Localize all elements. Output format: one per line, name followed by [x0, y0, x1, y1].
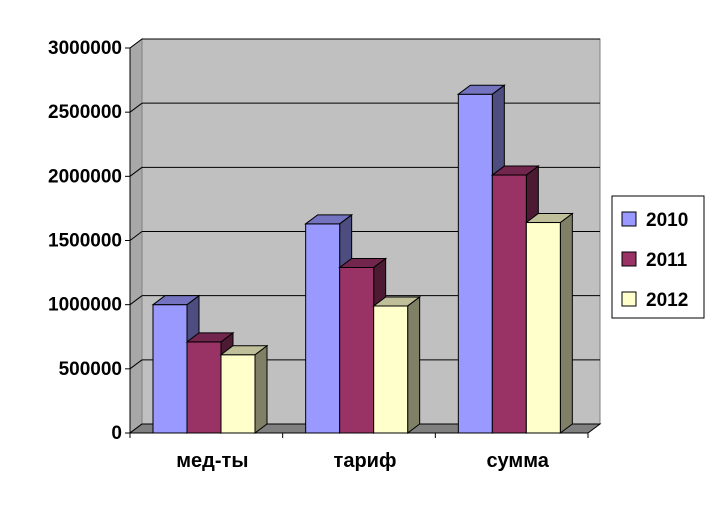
legend-swatch [621, 291, 637, 307]
x-category-label: мед-ты [176, 450, 248, 472]
bar-top [185, 332, 235, 343]
legend-label: 2012 [646, 290, 688, 311]
bars [151, 84, 574, 434]
legend-label: 2010 [646, 210, 688, 231]
gridline-side [129, 359, 143, 370]
legend-swatch [621, 251, 637, 267]
bar [491, 174, 527, 434]
bar [186, 341, 222, 434]
y-tick-labels: 0 500000 1000000 1500000 2000000 2500000 30000… [48, 38, 122, 444]
y-tick-label: 1500000 [48, 231, 122, 252]
bar [339, 266, 375, 434]
legend: 2010 2011 2012 [611, 195, 705, 319]
y-tick-label: 3000000 [48, 38, 122, 59]
bar-top [490, 165, 540, 176]
bar [457, 93, 493, 434]
y-tick-label: 500000 [59, 359, 122, 380]
y-tick-label: 2000000 [48, 166, 122, 187]
bar-top [338, 257, 388, 268]
x-category-labels: мед-ты тариф сумма [176, 450, 550, 472]
bar-side [254, 344, 268, 434]
bar [220, 354, 256, 434]
x-category-label: тариф [334, 450, 397, 472]
gridline-side [129, 166, 143, 177]
y-tick-label: 1000000 [48, 295, 122, 316]
bar [525, 222, 561, 434]
bar-top [372, 296, 422, 307]
gridline-side [129, 102, 143, 113]
bar-side [559, 212, 573, 434]
gridline-side [129, 38, 143, 49]
bar-side [407, 295, 421, 434]
gridline-side [129, 231, 143, 241]
bar-top [304, 214, 354, 225]
bar-top [524, 213, 574, 224]
bar [305, 223, 341, 434]
bar-top [456, 84, 506, 95]
y-tick-label: 2500000 [48, 102, 122, 123]
bar [373, 305, 409, 434]
bar-top [151, 295, 201, 306]
gridline-side [129, 295, 143, 306]
y-tick-label: 0 [111, 423, 122, 444]
x-category-label: сумма [486, 450, 549, 472]
bar [152, 304, 188, 434]
bar-top [219, 345, 269, 356]
legend-label: 2011 [646, 250, 688, 271]
legend-swatch [621, 211, 637, 227]
